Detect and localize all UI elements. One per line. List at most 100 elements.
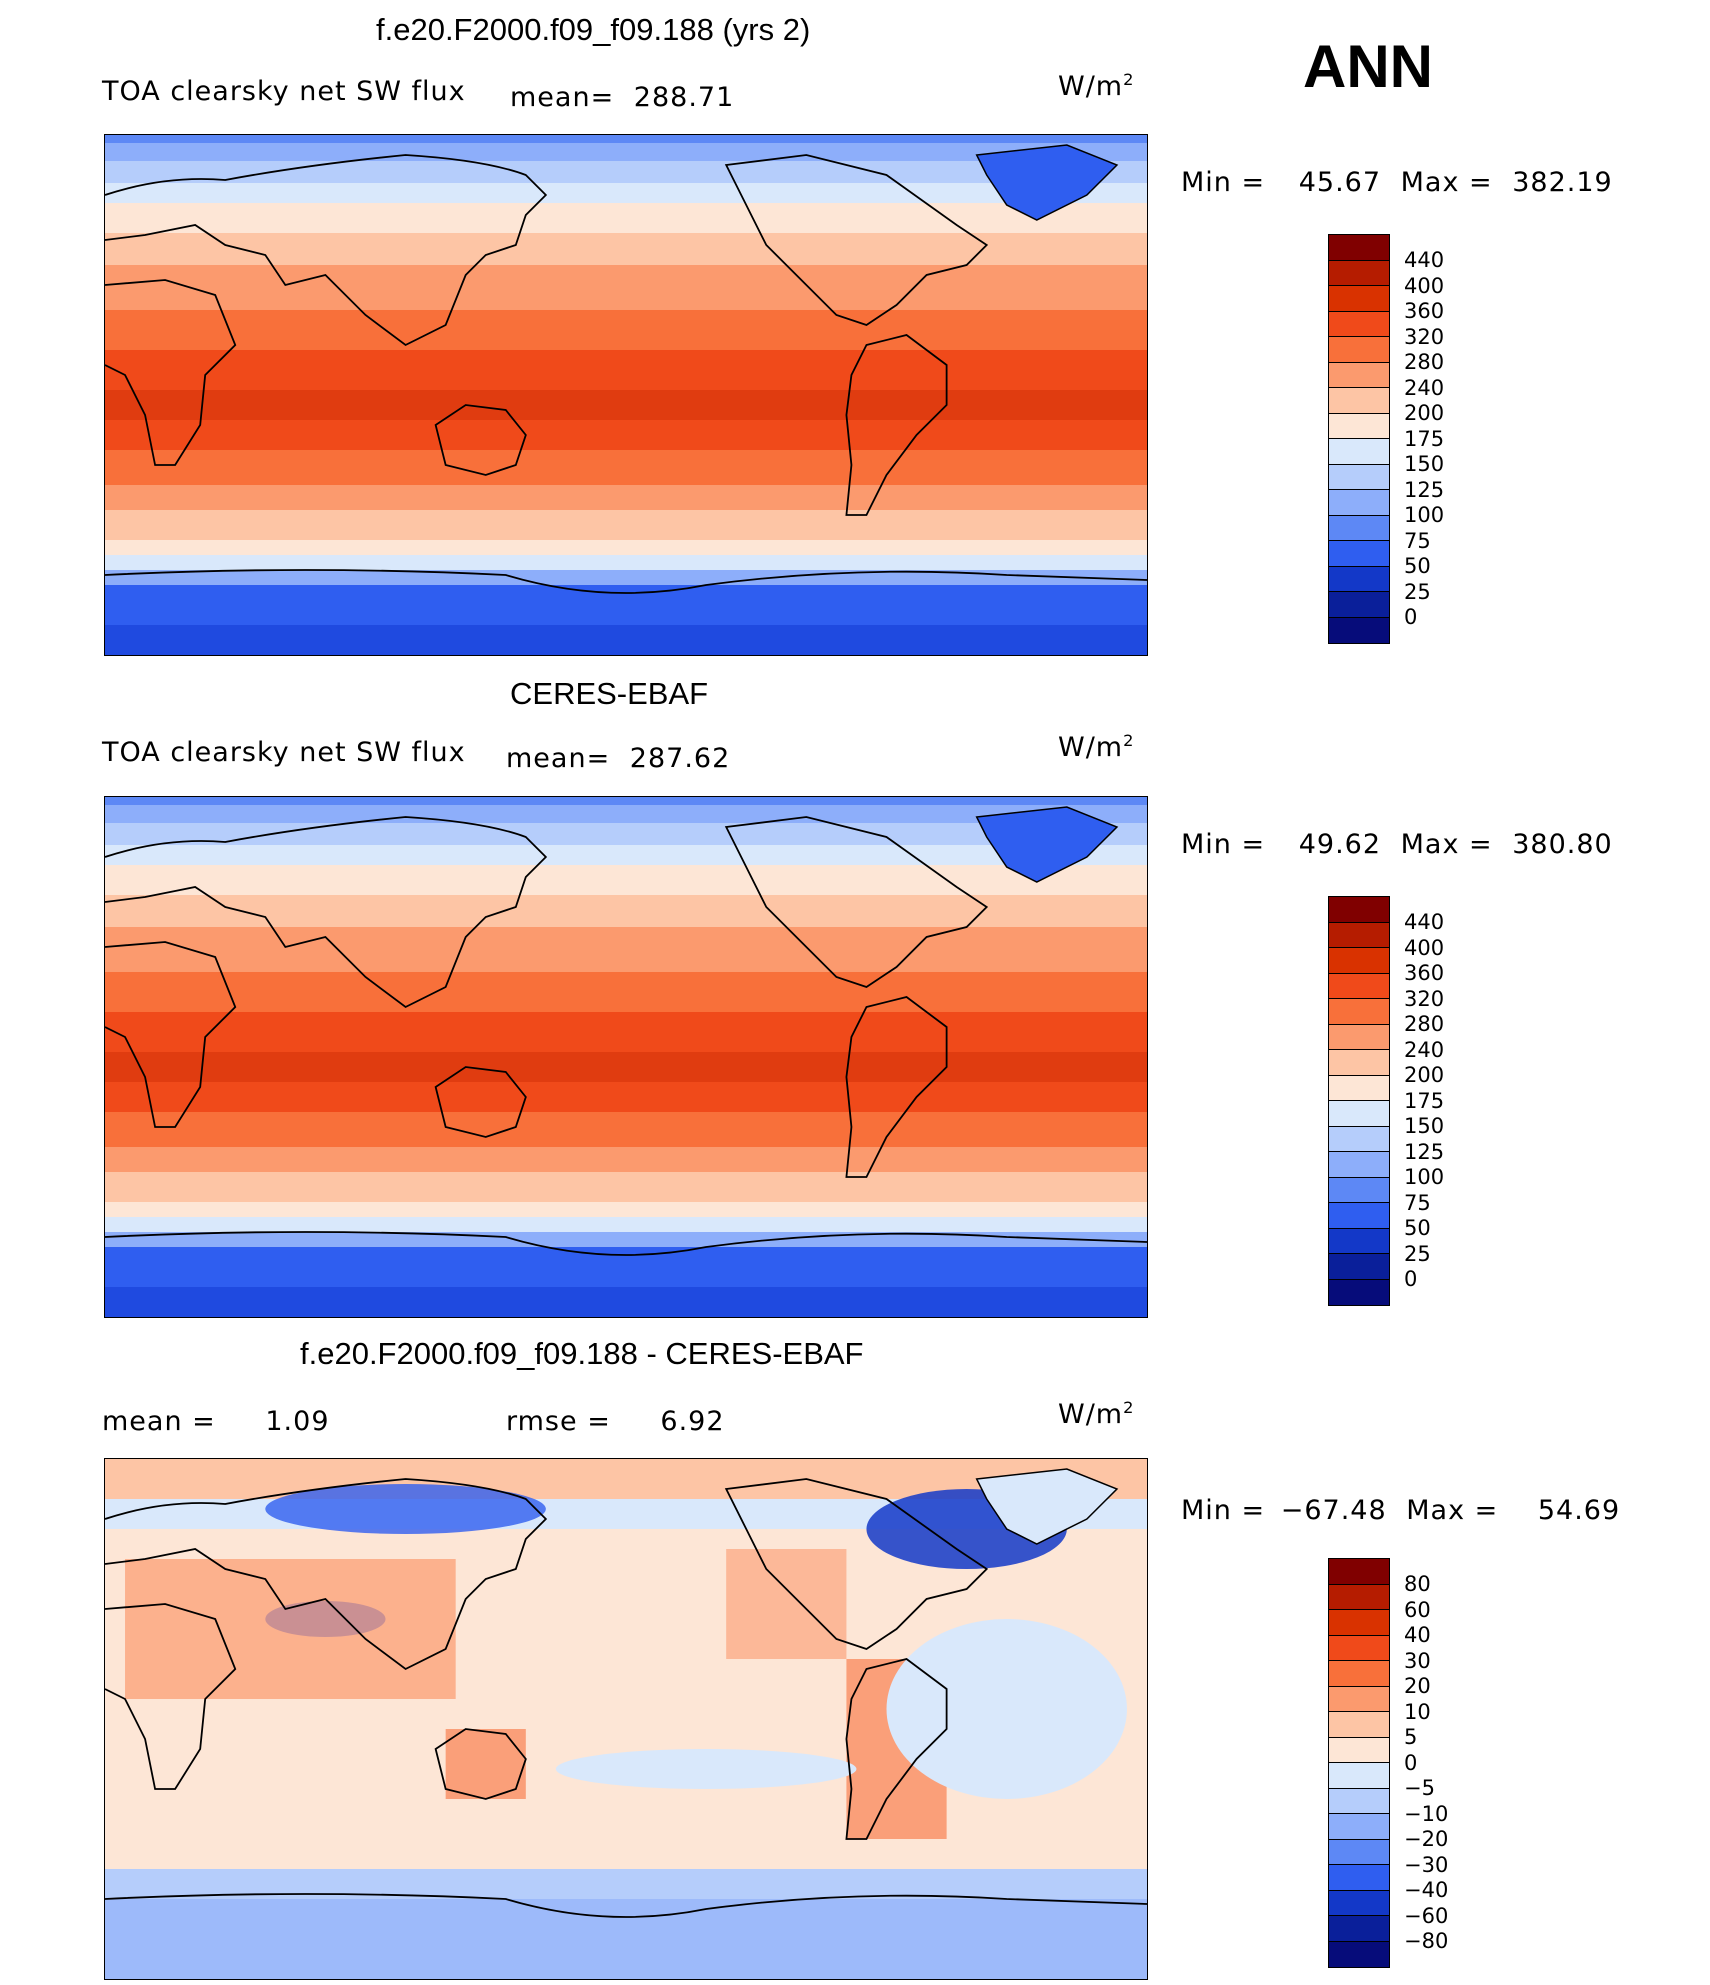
colorbar-tick-label: 100 xyxy=(1404,503,1445,527)
colorbar-segment xyxy=(1329,1763,1389,1789)
colorbar-segment xyxy=(1329,1050,1389,1076)
colorbar-tick-label: 440 xyxy=(1404,248,1445,272)
colorbar-segment xyxy=(1329,337,1389,363)
colorbar-segment xyxy=(1329,1177,1389,1203)
colorbar-segment xyxy=(1329,1635,1389,1661)
panel3-mean-label: mean = xyxy=(102,1406,216,1437)
panel2-minmax: Min = 49.62 Max = 380.80 xyxy=(1181,829,1613,860)
colorbar-segment xyxy=(1329,1075,1389,1101)
panel3-units-text: W/m xyxy=(1058,1399,1124,1430)
panel1-units-text: W/m xyxy=(1058,71,1124,102)
panel2-units-sup: 2 xyxy=(1123,731,1135,750)
panel3-rmse: rmse = 6.92 xyxy=(506,1406,725,1437)
colorbar-segment xyxy=(1329,1788,1389,1814)
panel3-rmse-value: 6.92 xyxy=(660,1406,725,1437)
colorbar-segment xyxy=(1329,286,1389,312)
colorbar-segment xyxy=(1329,1101,1389,1127)
panel1-min-value: 45.67 xyxy=(1298,167,1382,198)
panel1-title: f.e20.F2000.f09_f09.188 (yrs 2) xyxy=(376,12,811,47)
panel2-map xyxy=(104,796,1148,1318)
colorbar-segment xyxy=(1329,973,1389,999)
panel2-variable-label: TOA clearsky net SW flux xyxy=(102,737,466,768)
colorbar-tick-label: −5 xyxy=(1404,1776,1435,1800)
panel1-mean-value: 288.71 xyxy=(633,82,735,113)
colorbar-segment xyxy=(1329,1254,1389,1280)
panel3-map xyxy=(104,1458,1148,1980)
panel2-units-text: W/m xyxy=(1058,732,1124,763)
colorbar-tick-label: 25 xyxy=(1404,579,1431,604)
colorbar-segment xyxy=(1329,1941,1389,1967)
colorbar-segment xyxy=(1329,1916,1389,1942)
colorbar-segment xyxy=(1329,1839,1389,1865)
colorbar-segment xyxy=(1329,1559,1389,1585)
colorbar-segment xyxy=(1329,1279,1389,1305)
colorbar-segment xyxy=(1329,541,1389,567)
panel2-title: CERES-EBAF xyxy=(510,676,709,711)
panel2-colorbar xyxy=(1328,896,1390,1306)
colorbar-tick-label: 10 xyxy=(1404,1699,1431,1724)
panel1-max-value: 382.19 xyxy=(1512,167,1613,198)
panel3-min-label: Min = xyxy=(1181,1495,1266,1526)
panel2-colorbar-labels: 440 400 360 320 280 240 200 175 150 125 100 75 50 25 0 xyxy=(1404,910,1444,1293)
colorbar-tick-label: 150 xyxy=(1404,1114,1445,1138)
panel3-min-value: −67.48 xyxy=(1280,1495,1387,1526)
colorbar-segment xyxy=(1329,1024,1389,1050)
colorbar-segment xyxy=(1329,490,1389,516)
colorbar-tick-label: 0 xyxy=(1404,1750,1418,1775)
panel3-title: f.e20.F2000.f09_f09.188 - CERES-EBAF xyxy=(300,1336,864,1371)
panel3-max-value: 54.69 xyxy=(1537,1495,1621,1526)
colorbar-segment xyxy=(1329,311,1389,337)
panel3-map-svg xyxy=(105,1459,1147,1979)
colorbar-segment xyxy=(1329,362,1389,388)
colorbar-segment xyxy=(1329,1203,1389,1229)
colorbar-segment xyxy=(1329,464,1389,490)
panel3-colorbar-labels: 80 60 40 30 20 10 5 0 −5 −10 −20 −30 −40 −60 −80 xyxy=(1404,1572,1448,1955)
colorbar-tick-label: 0 xyxy=(1404,605,1418,629)
panel1-min-label: Min = xyxy=(1181,167,1266,198)
colorbar-segment xyxy=(1329,1584,1389,1610)
colorbar-segment xyxy=(1329,1737,1389,1763)
panel3-mean: mean = 1.09 xyxy=(102,1406,330,1437)
panel1-units-sup: 2 xyxy=(1123,70,1135,89)
colorbar-tick-label: 50 xyxy=(1404,554,1431,578)
colorbar-segment xyxy=(1329,235,1389,261)
colorbar-segment xyxy=(1329,515,1389,541)
colorbar-tick-label: 5 xyxy=(1404,1725,1418,1749)
colorbar-segment xyxy=(1329,1865,1389,1891)
colorbar-tick-label: 30 xyxy=(1404,1648,1431,1673)
colorbar-tick-label: 320 xyxy=(1404,324,1445,349)
colorbar-tick-label: 360 xyxy=(1404,299,1445,323)
panel1-map-svg xyxy=(105,135,1147,655)
colorbar-tick-label: −80 xyxy=(1404,1929,1449,1953)
colorbar-tick-label: 240 xyxy=(1404,375,1445,400)
colorbar-tick-label: −30 xyxy=(1404,1852,1449,1877)
colorbar-tick-label: −60 xyxy=(1404,1903,1449,1928)
colorbar-segment xyxy=(1329,1814,1389,1840)
colorbar-tick-label: 240 xyxy=(1404,1037,1445,1062)
colorbar-tick-label: −10 xyxy=(1404,1801,1449,1826)
colorbar-segment xyxy=(1329,1712,1389,1738)
panel3-colorbar xyxy=(1328,1558,1390,1968)
colorbar-tick-label: −40 xyxy=(1404,1878,1449,1902)
colorbar-tick-label: 175 xyxy=(1404,1088,1445,1113)
panel2-units: W/m2 xyxy=(1058,731,1134,763)
colorbar-segment xyxy=(1329,592,1389,618)
colorbar-tick-label: 125 xyxy=(1404,477,1445,502)
panel1-mean-label: mean= 288.71 xyxy=(510,82,734,113)
colorbar-tick-label: 280 xyxy=(1404,1012,1445,1036)
panel2-mean-value: 287.62 xyxy=(629,743,731,774)
panel2-max-value: 380.80 xyxy=(1512,829,1613,860)
season-label: ANN xyxy=(1303,33,1433,100)
colorbar-segment xyxy=(1329,1610,1389,1636)
colorbar-tick-label: 40 xyxy=(1404,1623,1431,1647)
colorbar-segment xyxy=(1329,566,1389,592)
panel2-mean-text: mean= xyxy=(506,743,611,774)
colorbar-tick-label: 360 xyxy=(1404,961,1445,985)
colorbar-tick-label: 25 xyxy=(1404,1241,1431,1266)
panel2-map-svg xyxy=(105,797,1147,1317)
panel1-units: W/m2 xyxy=(1058,70,1134,102)
panel3-units: W/m2 xyxy=(1058,1398,1134,1430)
colorbar-segment xyxy=(1329,260,1389,286)
colorbar-tick-label: 280 xyxy=(1404,350,1445,374)
colorbar-tick-label: 400 xyxy=(1404,935,1445,960)
